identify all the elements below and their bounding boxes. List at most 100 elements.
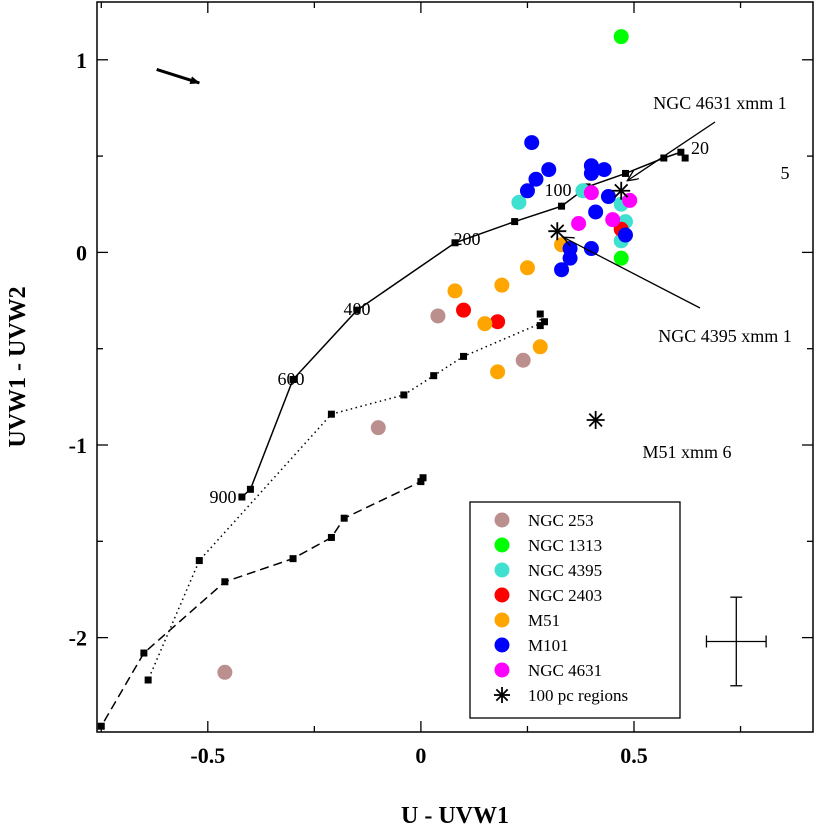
annotation-arrow [563,237,701,309]
legend-marker [494,537,510,553]
model-square-marker [451,239,459,247]
data-point-m101 [541,162,557,178]
data-point-m101 [596,162,612,178]
data-point-m51 [447,283,463,299]
x-tick-label: -0.5 [190,743,225,768]
data-point-m101 [583,165,599,181]
model-square-marker [221,578,229,586]
model-square-marker [289,555,297,563]
y-axis-title: UVW1 - UVW2 [5,286,31,447]
legend-marker [494,662,510,678]
model-square-marker [97,722,105,730]
asterisk-stroke [588,412,603,427]
age-label: 600 [278,369,305,389]
data-point-ngc-2403 [490,314,506,330]
y-tick-label: 1 [76,48,87,73]
legend-marker [494,637,510,653]
data-point-m101 [524,135,540,151]
model-square-marker [238,493,246,501]
legend-label: NGC 1313 [528,536,602,555]
legend-label: M101 [528,636,569,655]
data-point-asterisk [548,222,567,241]
data-point-ngc-4631 [605,212,621,228]
data-point-m51 [532,339,548,355]
model-track-dashed [100,477,424,727]
annotation-label: NGC 4395 xmm 1 [658,326,792,346]
x-tick-label: 0.5 [620,743,648,768]
legend-entries: NGC 253 NGC 1313 NGC 4395 NGC 2403 M51 M101 NG… [494,511,628,705]
data-point-asterisk [612,181,631,200]
legend-label: NGC 253 [528,511,594,530]
model-square-marker [460,352,468,360]
annotation-arrow [627,121,716,181]
data-point-ngc-1313 [613,29,629,45]
legend-label: 100 pc regions [528,686,628,705]
model-square-marker [677,148,685,156]
data-point-ngc-253 [515,352,531,368]
model-square-marker [417,478,425,486]
data-point-m51 [477,316,493,332]
model-square-marker [327,533,335,541]
data-point-ngc-4631 [583,185,599,201]
data-point-m51 [519,260,535,276]
data-point-m101 [600,189,616,205]
model-square-marker [353,306,361,314]
data-point-ngc-4631 [571,216,587,232]
data-point-m101 [528,171,544,187]
age-label: 100 [545,180,572,200]
data-point-ngc-2403 [456,302,472,318]
model-square-marker [536,322,544,330]
legend-marker [494,612,510,628]
model-tracks: 5 20 100 200 400 600 900 [97,138,790,730]
annotation-label: NGC 4631 xmm 1 [653,93,787,113]
annotation-label: M51 xmm 6 [642,442,731,462]
y-tick-label: -1 [69,433,87,458]
y-tick-label: 0 [76,240,87,265]
model-square-marker [681,154,689,162]
asterisk-stroke [550,224,565,239]
axis-ticks: -0.5 0 0.5 -2 -1 0 1 [69,2,813,768]
age-label: 5 [781,163,790,183]
asterisk-stroke [614,183,629,198]
age-label: 200 [454,229,481,249]
data-point-ngc-253 [430,308,446,324]
data-point-ngc-4395 [511,194,527,210]
legend: NGC 253 NGC 1313 NGC 4395 NGC 2403 M51 M101 NG… [469,501,681,719]
model-square-marker [511,218,519,226]
data-point-ngc-253 [370,420,386,436]
legend-label: NGC 4395 [528,561,602,580]
model-square-marker [536,310,544,318]
asterisk-stroke [495,688,509,702]
legend-marker-asterisk [494,687,510,703]
legend-label: M51 [528,611,560,630]
plot-frame [96,1,814,733]
data-point-ngc-253 [217,664,233,680]
data-point-m101 [617,227,633,243]
model-square-marker [621,169,629,177]
model-square-marker [327,410,335,418]
age-label: 400 [344,299,371,319]
data-points [217,29,638,680]
model-square-marker [246,485,254,493]
data-point-m101 [519,183,535,199]
extinction-arrow [156,67,201,85]
model-square-marker [660,154,668,162]
legend-marker [494,587,510,603]
data-point-m101 [562,250,578,266]
data-point-asterisk [586,410,605,429]
legend-marker [494,562,510,578]
data-point-ngc-1313 [613,250,629,266]
data-point-m101 [554,262,570,278]
legend-label: NGC 4631 [528,661,602,680]
data-point-m101 [583,241,599,257]
model-square-marker [558,202,566,210]
data-point-m101 [588,204,604,220]
data-point-m51 [494,277,510,293]
model-square-marker [541,318,548,326]
y-tick-label: -2 [69,626,87,651]
model-square-marker [340,514,348,522]
age-label: 900 [210,487,237,507]
legend-label: NGC 2403 [528,586,602,605]
legend-marker [494,512,510,528]
